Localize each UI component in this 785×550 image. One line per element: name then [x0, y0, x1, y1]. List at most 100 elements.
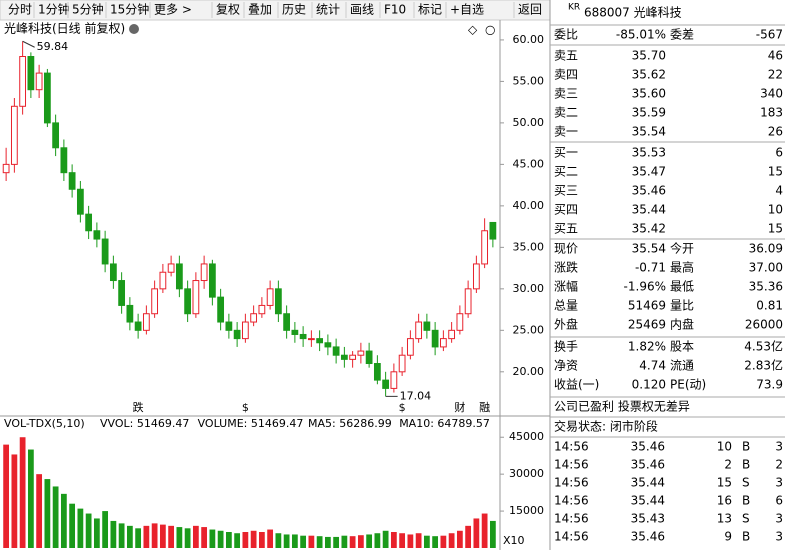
finance-value: 1.82%: [628, 340, 666, 354]
dropdown-icon[interactable]: [129, 24, 139, 34]
finance-value: 4.74: [639, 359, 666, 373]
volume-bar: [27, 449, 34, 548]
trade-side: S: [742, 476, 750, 490]
candle-body: [76, 188, 84, 215]
icon[interactable]: ○: [485, 23, 495, 37]
stat-label: 总量: [554, 299, 578, 313]
volume-bar: [85, 513, 92, 548]
y-tick-label: 45000: [509, 430, 544, 443]
toolbar-button[interactable]: 叠加: [248, 3, 272, 17]
trade-side: B: [742, 440, 750, 454]
toolbar-button[interactable]: 更多 >: [154, 3, 192, 17]
candle-body: [390, 371, 398, 389]
toolbar-button[interactable]: 返回: [518, 3, 542, 17]
stat-label: 外盘: [554, 317, 578, 332]
volume-title: VOL-TDX(5,10): [4, 417, 85, 430]
trade-price: 35.44: [631, 476, 665, 490]
stat-label: 现价: [554, 242, 578, 256]
trade-count: 3: [775, 476, 783, 490]
candle-body: [382, 379, 390, 389]
volume-bar: [234, 533, 241, 548]
trade-price: 35.44: [631, 494, 665, 508]
trade-side: S: [742, 512, 750, 526]
toolbar-button[interactable]: 1分钟: [38, 2, 70, 17]
event-marker[interactable]: 融: [479, 401, 490, 414]
order-label: 买四: [554, 203, 578, 217]
volume-bar: [209, 529, 216, 548]
volume-bar: [407, 534, 414, 548]
volume-bar: [258, 532, 265, 548]
volume-bar: [366, 534, 373, 548]
trade-count: 3: [775, 512, 783, 526]
candle-body: [109, 263, 117, 282]
volume-bar: [3, 444, 10, 548]
toolbar-button[interactable]: +自选: [450, 3, 484, 17]
order-price: 35.47: [632, 165, 666, 179]
trade-price: 35.46: [631, 440, 665, 454]
order-label: 买二: [554, 165, 578, 179]
trade-time: 14:56: [554, 440, 589, 454]
finance-label: PE(动): [670, 378, 706, 392]
trade-volume: 13: [717, 512, 732, 526]
volume-bar: [333, 536, 340, 548]
order-price: 35.60: [632, 87, 666, 101]
stat-value: -1.96%: [624, 280, 666, 294]
finance-label: 流通: [670, 359, 694, 373]
order-price: 35.59: [632, 106, 666, 120]
event-marker[interactable]: 跌: [133, 400, 144, 414]
volume-bar: [481, 513, 488, 548]
toolbar-button[interactable]: F10: [384, 3, 406, 17]
annotation: 59.84: [37, 40, 69, 53]
volume-bar: [159, 524, 166, 548]
value: -85.01%: [616, 28, 666, 42]
toolbar-button[interactable]: 5分钟: [72, 2, 104, 17]
toolbar-button[interactable]: 复权: [216, 3, 240, 17]
y-tick-label: 20.00: [513, 365, 545, 378]
legend-entry: MA10: 64789.57: [399, 417, 490, 430]
candle-body: [142, 313, 150, 331]
toolbar-button[interactable]: 15分钟: [110, 2, 149, 17]
unit-label: X10: [503, 534, 525, 547]
stat-value: 36.09: [749, 242, 783, 256]
trade-time: 14:56: [554, 494, 589, 508]
candle-body: [233, 329, 241, 340]
candle-body: [118, 280, 126, 306]
y-tick-label: 55.00: [513, 74, 545, 87]
candle-body: [340, 354, 348, 360]
candle-body: [167, 263, 175, 273]
trade-volume: 16: [717, 494, 732, 508]
toolbar-button[interactable]: 标记: [418, 3, 442, 17]
icon[interactable]: ◇: [468, 23, 478, 37]
y-tick-label: 30000: [509, 467, 544, 480]
trade-price: 35.46: [631, 530, 665, 544]
stat-value: -0.71: [635, 261, 666, 275]
volume-bar: [77, 508, 84, 548]
volume-bar: [324, 536, 331, 548]
volume-bar: [201, 527, 208, 548]
event-marker[interactable]: $: [399, 401, 406, 414]
candle-body: [2, 163, 10, 174]
volume-bar: [267, 529, 274, 548]
y-tick-label: 60.00: [513, 33, 545, 46]
candle-body: [208, 263, 216, 298]
event-marker[interactable]: 财: [454, 400, 465, 414]
toolbar-button[interactable]: 历史: [282, 3, 306, 17]
volume-bar: [184, 528, 191, 548]
trade-time: 14:56: [554, 530, 589, 544]
status: 交易状态: 闭市阶段: [554, 419, 658, 434]
stat-label: 涨跌: [554, 260, 578, 275]
order-price: 35.42: [632, 222, 666, 236]
candle-body: [349, 354, 357, 360]
event-marker[interactable]: $: [242, 401, 249, 414]
order-volume: 4: [775, 184, 783, 198]
toolbar-button[interactable]: 分时: [8, 3, 32, 17]
y-tick-label: 50.00: [513, 116, 545, 129]
toolbar-button[interactable]: 画线: [350, 3, 374, 17]
stat-value: 26000: [745, 318, 783, 332]
toolbar-button[interactable]: 统计: [316, 3, 340, 17]
legend-entry: VVOL: 51469.47: [100, 417, 189, 430]
order-volume: 22: [768, 68, 783, 82]
order-label: 买一: [554, 146, 578, 160]
candle-body: [27, 56, 35, 91]
